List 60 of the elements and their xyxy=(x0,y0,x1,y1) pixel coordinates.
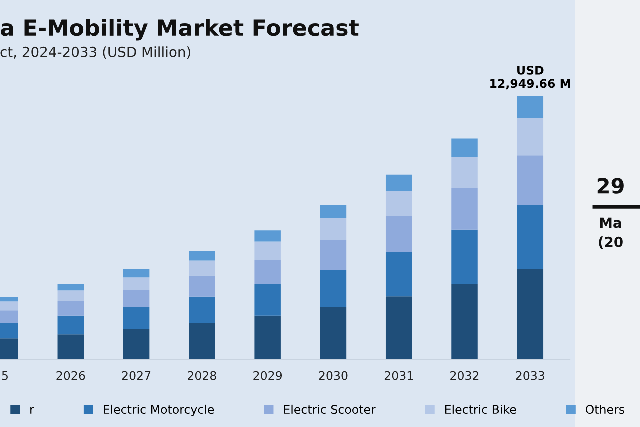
bar xyxy=(123,307,150,330)
bar xyxy=(517,269,544,360)
bar xyxy=(320,218,347,240)
bar xyxy=(58,301,84,316)
bar xyxy=(452,138,478,158)
bar xyxy=(386,191,412,216)
bar xyxy=(123,329,150,360)
bar xyxy=(386,174,412,192)
bar xyxy=(386,296,412,360)
bar xyxy=(254,316,281,360)
text: (20 xyxy=(599,236,623,250)
text: 29 xyxy=(598,178,624,194)
bar xyxy=(58,284,84,291)
x-tick-label: 2028 xyxy=(188,371,216,380)
bar xyxy=(58,334,84,360)
bar xyxy=(123,290,150,308)
legend-label: Electric Scooter xyxy=(284,404,376,414)
bar xyxy=(189,323,216,360)
bar xyxy=(320,206,347,218)
chart-title: a E-Mobility Market Forecast xyxy=(0,19,359,41)
bar xyxy=(452,284,478,360)
chart-subtitle: ct, 2024-2033 (USD Million) xyxy=(0,46,190,60)
bar xyxy=(517,96,544,118)
text: Ma xyxy=(600,218,622,228)
bar xyxy=(320,307,347,360)
legend-label: Electric Bike xyxy=(445,404,516,414)
bar xyxy=(452,188,478,230)
x-tick-label: 2032 xyxy=(450,371,479,380)
x-tick-label: 5 xyxy=(2,371,8,380)
bar xyxy=(452,230,478,284)
bar xyxy=(123,269,150,278)
bar xyxy=(517,118,544,156)
bar xyxy=(189,251,216,261)
bar xyxy=(189,260,216,276)
bar xyxy=(452,158,478,188)
bar xyxy=(58,290,84,302)
bar xyxy=(254,284,281,316)
bar xyxy=(123,278,150,290)
bar xyxy=(517,156,544,206)
bar xyxy=(320,270,347,308)
bar xyxy=(254,260,281,284)
bar xyxy=(386,252,412,297)
bar xyxy=(320,240,347,270)
bar xyxy=(58,316,84,335)
bar xyxy=(254,242,281,260)
x-tick-label: 2030 xyxy=(319,371,348,380)
annotation: USD 12,949.66 M xyxy=(490,66,570,90)
bar xyxy=(517,205,544,270)
x-tick-label: 2033 xyxy=(516,371,544,380)
legend-label: r xyxy=(30,407,34,414)
legend-label: Electric Motorcycle xyxy=(104,404,214,416)
bar xyxy=(254,230,281,242)
x-tick-label: 2027 xyxy=(122,371,151,380)
x-tick-label: 2029 xyxy=(254,371,282,380)
bar xyxy=(189,296,216,324)
legend-label: Others xyxy=(586,404,624,414)
bar xyxy=(189,276,216,297)
bar xyxy=(386,216,412,252)
x-tick-label: 2031 xyxy=(384,371,414,380)
x-tick-label: 2026 xyxy=(56,371,86,380)
